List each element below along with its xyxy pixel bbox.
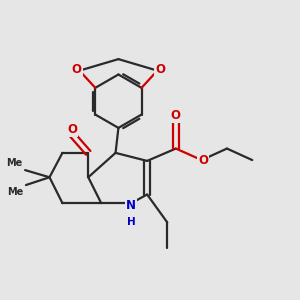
Text: O: O xyxy=(171,109,181,122)
Text: O: O xyxy=(155,63,165,76)
Text: N: N xyxy=(126,200,136,212)
Text: O: O xyxy=(67,123,77,136)
Text: H: H xyxy=(127,217,136,227)
Text: Me: Me xyxy=(7,158,23,168)
Text: O: O xyxy=(198,154,208,166)
Text: Me: Me xyxy=(8,187,24,197)
Text: O: O xyxy=(72,63,82,76)
